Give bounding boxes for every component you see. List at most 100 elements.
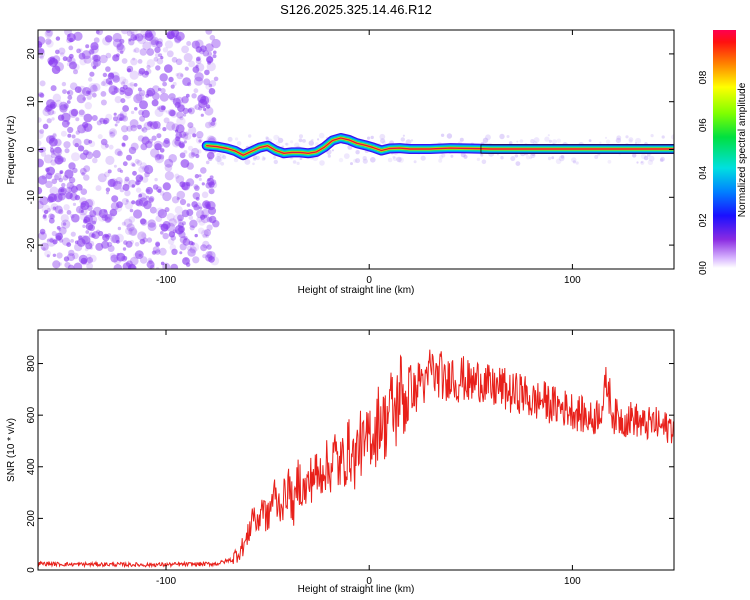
ridge-speckle	[500, 156, 504, 160]
noise-speckle	[128, 38, 132, 42]
noise-speckle	[176, 197, 180, 201]
noise-speckle	[112, 75, 120, 83]
noise-speckle	[42, 123, 49, 130]
noise-speckle	[186, 245, 192, 251]
noise-speckle	[205, 234, 209, 238]
noise-speckle	[135, 174, 144, 183]
noise-speckle	[133, 94, 143, 104]
noise-speckle	[88, 77, 93, 82]
noise-speckle	[188, 60, 196, 68]
noise-speckle	[146, 237, 153, 243]
noise-speckle	[107, 245, 115, 252]
noise-speckle	[115, 119, 120, 124]
noise-speckle	[66, 181, 75, 190]
noise-speckle	[100, 99, 107, 106]
noise-speckle	[80, 209, 84, 213]
noise-speckle	[195, 64, 199, 68]
noise-speckle	[130, 58, 138, 66]
noise-speckle	[129, 82, 135, 87]
noise-speckle	[125, 227, 133, 235]
noise-speckle	[163, 138, 170, 144]
noise-speckle	[159, 92, 169, 102]
noise-speckle	[142, 237, 148, 243]
noise-speckle	[141, 128, 145, 132]
ridge-speckle	[400, 137, 405, 142]
ridge-speckle	[215, 155, 222, 162]
noise-speckle	[105, 113, 113, 121]
noise-speckle	[48, 193, 57, 203]
snr-frame	[37, 329, 675, 571]
noise-speckle	[65, 186, 72, 193]
noise-speckle	[206, 244, 212, 250]
noise-speckle	[67, 95, 73, 100]
noise-speckle	[83, 216, 91, 223]
noise-speckle	[46, 238, 50, 242]
ridge-speckle	[392, 156, 398, 161]
noise-speckle	[75, 117, 80, 122]
noise-speckle	[104, 216, 112, 224]
noise-speckle	[39, 196, 49, 206]
noise-speckle	[39, 129, 45, 134]
spectrogram-ytick-label: -20	[26, 237, 37, 252]
noise-speckle	[66, 100, 71, 104]
ridge-speckle	[605, 136, 607, 139]
noise-speckle	[174, 206, 183, 215]
noise-speckle	[148, 197, 154, 203]
noise-speckle	[187, 108, 193, 113]
ridge-speckle	[605, 139, 611, 144]
noise-speckle	[158, 247, 167, 256]
noise-speckle	[39, 228, 46, 235]
noise-speckle	[106, 191, 109, 195]
ridge-speckle	[253, 157, 257, 161]
ridge-speckle	[398, 157, 404, 163]
ridge-speckle	[660, 156, 665, 162]
ridge-speckle	[572, 160, 577, 164]
noise-speckle	[122, 105, 129, 112]
ridge-speckle	[319, 160, 325, 166]
noise-speckle	[52, 206, 57, 210]
noise-speckle	[152, 184, 159, 190]
noise-speckle	[116, 53, 120, 58]
ridge-speckle	[277, 137, 284, 144]
noise-speckle	[213, 50, 217, 55]
noise-speckle	[131, 200, 136, 205]
noise-speckle	[135, 92, 145, 102]
noise-speckle	[138, 166, 145, 173]
noise-speckle	[194, 233, 198, 238]
noise-speckle	[175, 73, 179, 77]
noise-speckle	[52, 59, 59, 65]
noise-speckle	[100, 91, 107, 97]
noise-speckle	[38, 41, 43, 49]
noise-speckle	[46, 237, 56, 247]
noise-speckle	[48, 213, 55, 220]
noise-speckle	[88, 90, 93, 96]
snr-xtick-label: -100	[156, 576, 176, 587]
noise-speckle	[145, 186, 153, 195]
ridge-speckle	[402, 134, 405, 137]
noise-speckle	[50, 159, 57, 166]
noise-speckle	[166, 213, 175, 221]
noise-speckle	[84, 247, 89, 252]
noise-speckle	[89, 210, 97, 218]
noise-speckle	[121, 143, 126, 148]
noise-speckle	[193, 76, 204, 86]
noise-speckle	[102, 233, 110, 242]
noise-speckle	[137, 192, 147, 202]
noise-speckle	[196, 216, 203, 223]
noise-speckle	[164, 164, 173, 172]
noise-speckle	[47, 108, 55, 116]
noise-speckle	[107, 213, 115, 220]
noise-speckle	[48, 217, 55, 224]
noise-speckle	[68, 53, 74, 59]
noise-speckle	[141, 109, 150, 118]
noise-speckle	[185, 131, 190, 136]
noise-speckle	[123, 218, 133, 228]
ridge-speckle	[556, 138, 561, 143]
ridge-speckle	[616, 135, 622, 141]
noise-speckle	[175, 227, 183, 236]
noise-speckle	[143, 135, 149, 141]
noise-speckle	[204, 69, 210, 76]
noise-speckle	[200, 45, 207, 52]
noise-speckle	[59, 238, 64, 243]
noise-speckle	[155, 241, 161, 247]
